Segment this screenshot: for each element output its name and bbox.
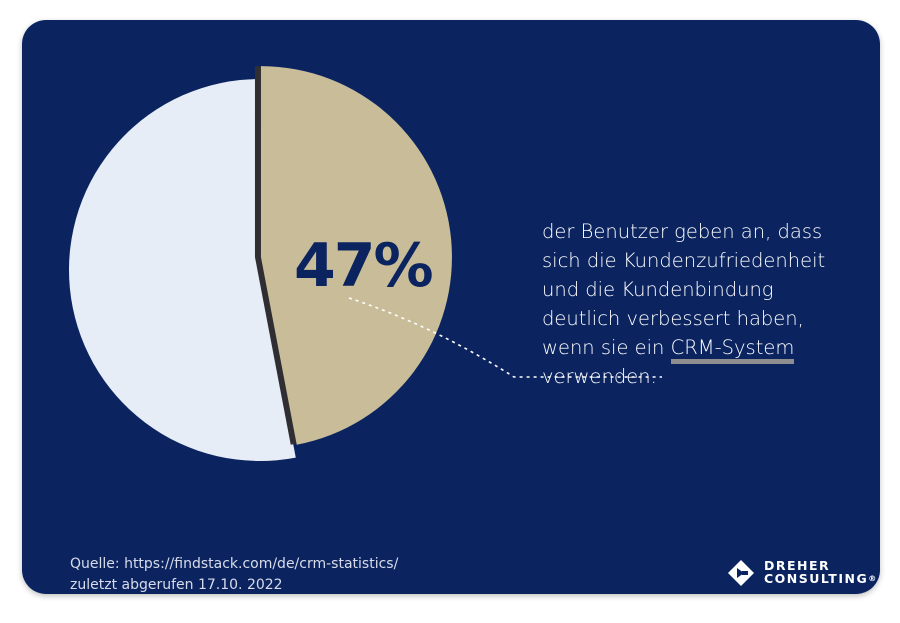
logo-text: DREHER CONSULTING® — [764, 559, 876, 585]
logo-line-1: DREHER — [764, 558, 831, 573]
crm-system-highlight: CRM-System — [670, 336, 795, 364]
infographic-card: 47% der Benutzer geben an, dass sich die… — [22, 20, 880, 594]
pie-slice-highlight — [260, 66, 452, 445]
dreher-consulting-logo: DREHER CONSULTING® — [727, 557, 880, 589]
description-line: der Benutzer geben an, dass — [542, 220, 823, 243]
percentage-label: 47% — [294, 231, 434, 301]
logo-line-2: CONSULTING® — [764, 571, 877, 586]
description-text: der Benutzer geben an, dass sich die Kun… — [542, 217, 880, 391]
source-url: Quelle: https://findstack.com/de/crm-sta… — [70, 556, 399, 572]
pie-slice-rest — [68, 79, 296, 461]
description-line: und die Kundenbindung — [542, 278, 774, 301]
registered-mark: ® — [868, 574, 877, 583]
description-line: wenn sie ein CRM-System — [542, 333, 880, 364]
pie-chart — [22, 20, 880, 594]
description-line: verwenden. — [542, 365, 657, 388]
description-line: sich die Kundenzufriedenheit — [542, 249, 826, 272]
description-line-prefix: wenn sie ein — [542, 336, 671, 359]
logo-mark-icon — [728, 560, 754, 586]
source-date: zuletzt abgerufen 17.10. 2022 — [70, 577, 283, 593]
connector-line — [348, 297, 662, 378]
source-note: Quelle: https://findstack.com/de/crm-sta… — [70, 554, 398, 594]
description-line: deutlich verbessert haben, — [542, 307, 804, 330]
